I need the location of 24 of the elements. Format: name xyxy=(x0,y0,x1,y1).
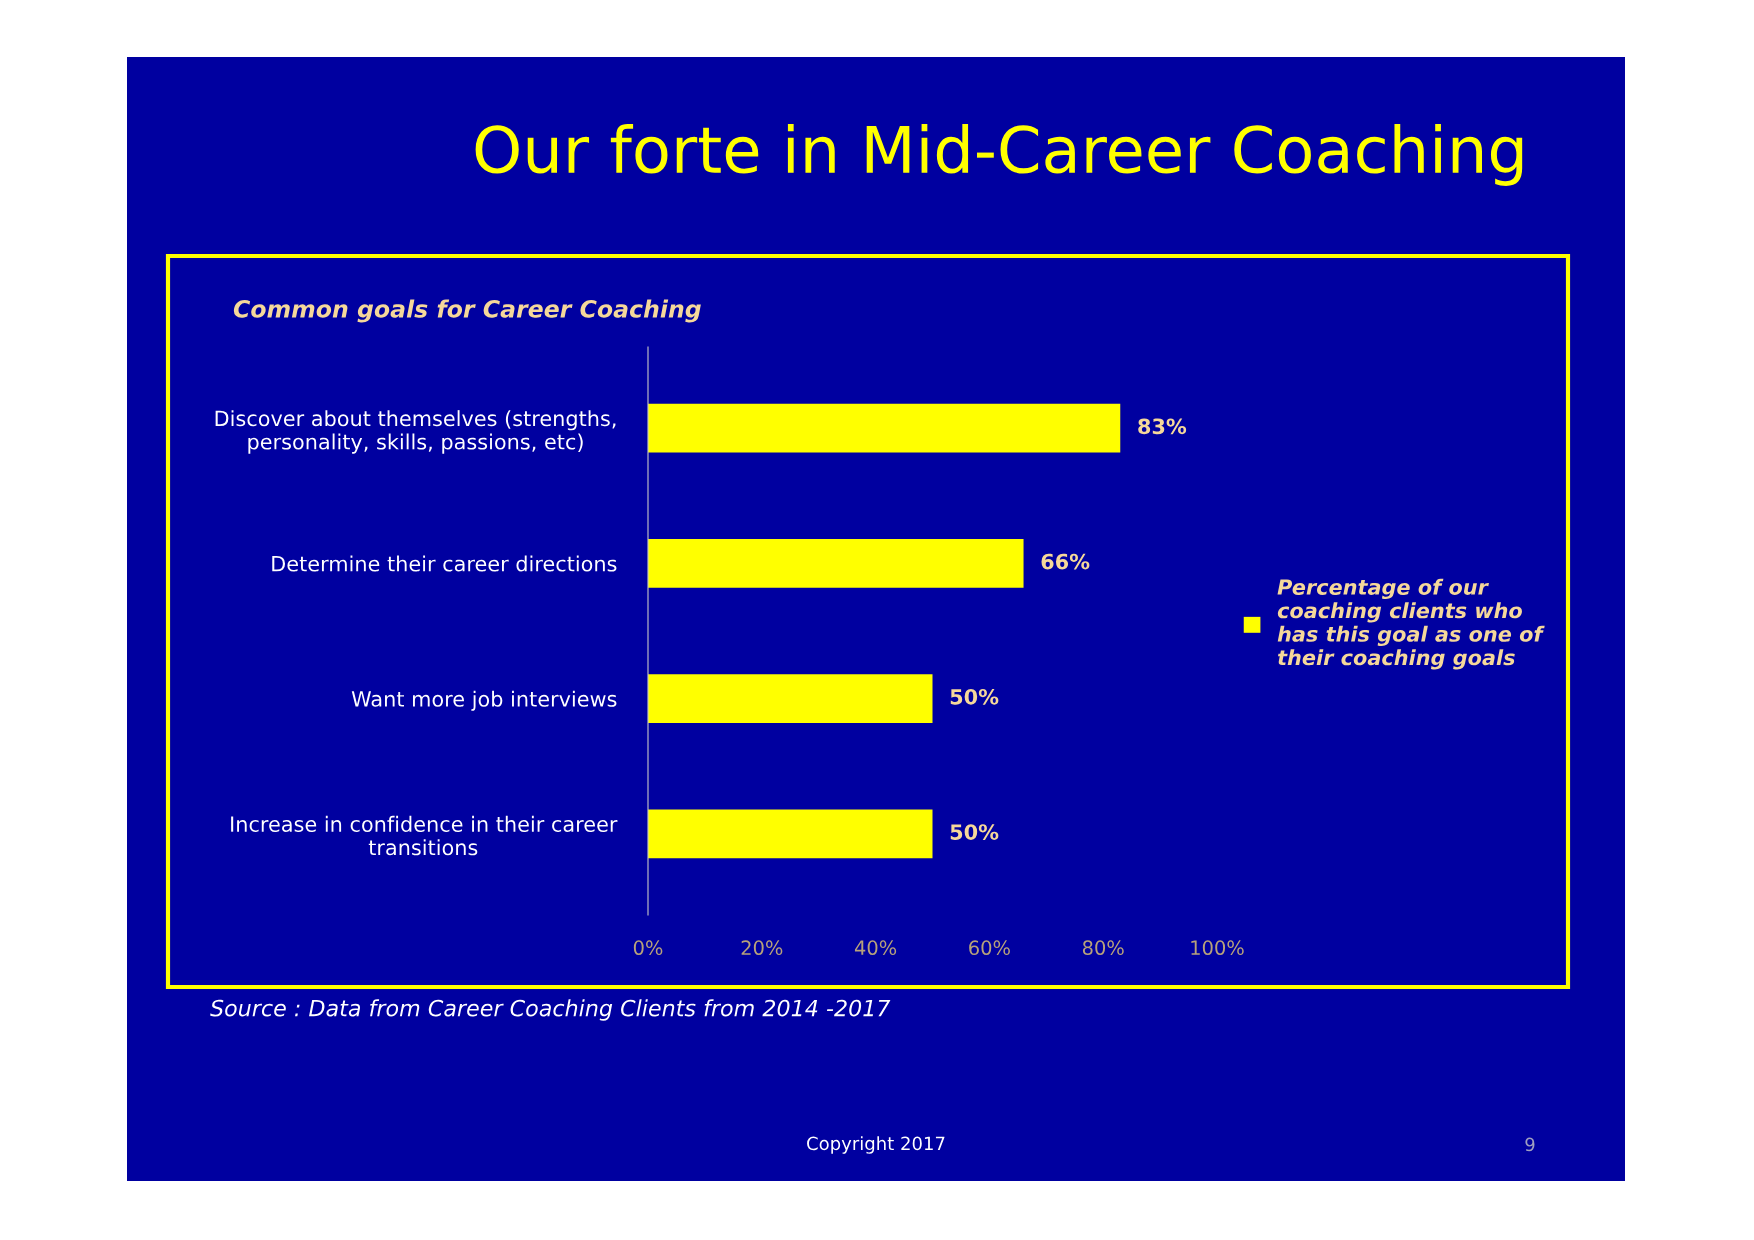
x-tick-label: 40% xyxy=(854,940,897,956)
x-tick-label: 0% xyxy=(633,940,663,956)
y-tick-label: Determine their career directions xyxy=(272,555,617,572)
source-note: Source : Data from Career Coaching Clients from 2014 -2017 xyxy=(210,999,891,1021)
x-tick-label: 20% xyxy=(741,940,783,956)
bar xyxy=(648,674,933,723)
text: Copyright 2017 xyxy=(807,1136,945,1154)
data-label: 50% xyxy=(950,824,999,840)
text: 9 xyxy=(1525,1137,1535,1152)
bar xyxy=(648,539,1024,588)
data-label: 50% xyxy=(950,688,999,705)
chart-title: Our forte in Mid-Career Coaching xyxy=(475,124,1523,186)
x-tick-label: 60% xyxy=(969,940,1010,956)
x-tick-label: 100% xyxy=(1191,940,1244,956)
legend-label: Percentage of our coaching clients who has this goal as one of their coaching goals xyxy=(1277,578,1545,670)
y-tick-label: Want more job interviews xyxy=(351,690,617,711)
data-label: 83% xyxy=(1138,418,1187,435)
x-tick-label: 80% xyxy=(1082,940,1124,956)
bar xyxy=(648,809,933,859)
bar xyxy=(648,403,1121,453)
chart-subtitle: Common goals for Career Coaching xyxy=(233,299,701,323)
y-tick-label: Increase in confidence in their career transitions xyxy=(231,815,618,856)
y-tick-label: Discover about themselves (strengths, personality, skills, passions, etc) xyxy=(215,410,616,454)
data-label: 66% xyxy=(1041,553,1090,570)
